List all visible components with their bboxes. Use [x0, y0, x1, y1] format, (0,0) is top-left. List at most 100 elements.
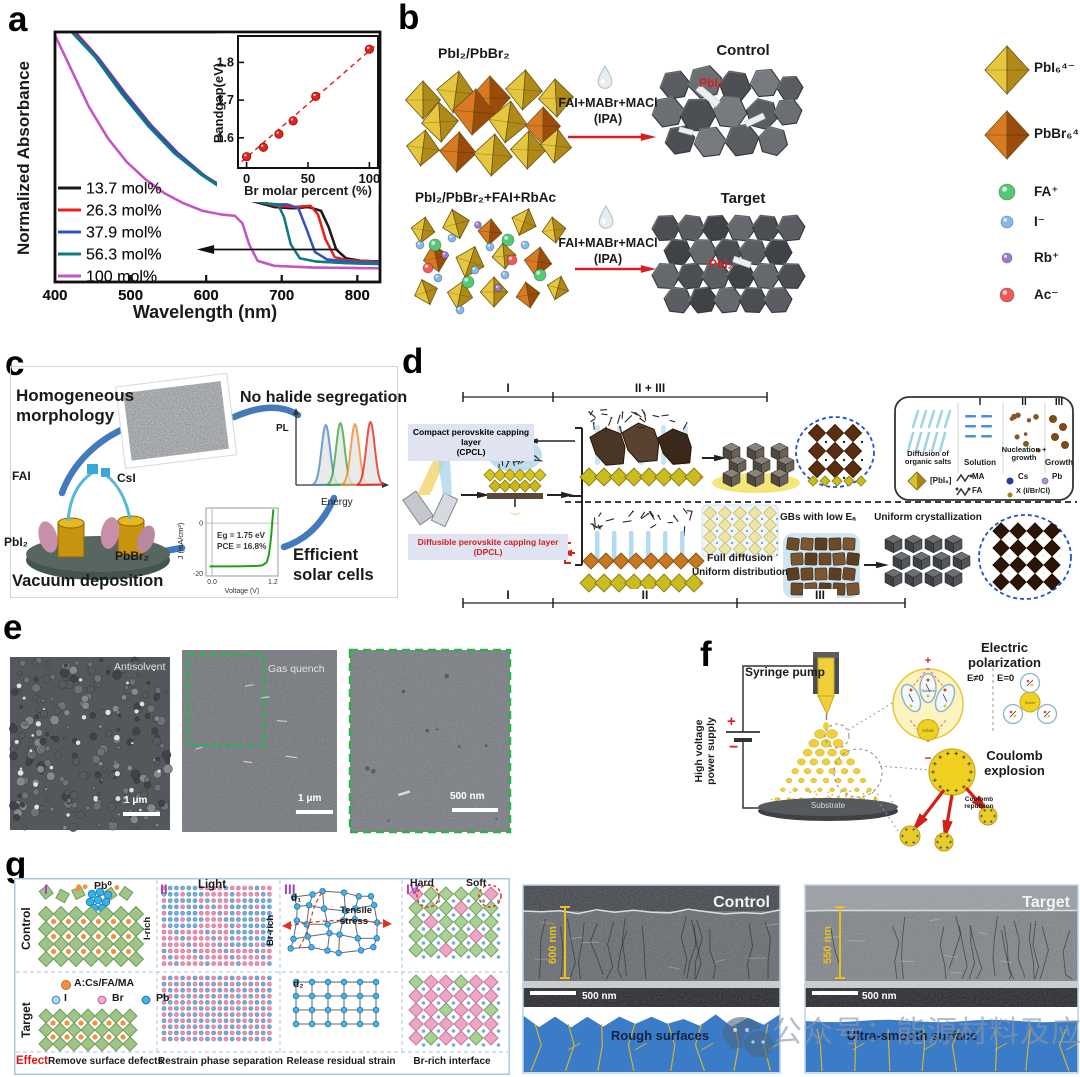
- capping-layer-scheme: [402, 392, 1077, 608]
- pbi2-label: PbI₂: [4, 535, 28, 549]
- sem-control-title: Control: [713, 894, 770, 911]
- effect-label: Effect: [16, 1055, 48, 1067]
- dpcl-box: Diffusible perovskite capping layer (DPC…: [408, 534, 568, 561]
- pb-legend: Pb: [156, 992, 170, 1004]
- pbbr2-label: PbBr₂: [115, 549, 150, 563]
- stage-span-top-2: II + III: [618, 381, 682, 396]
- scalebar-2-label: 1 μm: [298, 793, 322, 804]
- tensile-stress-label: Tensile stress: [340, 905, 373, 927]
- legend-solution-label: Solution: [964, 458, 996, 467]
- legend-pbi6: PbI₆⁴⁻: [1034, 60, 1075, 75]
- legend-ac: Ac⁻: [1034, 287, 1059, 302]
- tensile-line-2: stress: [340, 915, 368, 927]
- pbi2-flag-target: PbI₂: [709, 257, 733, 271]
- no-halide-label: No halide segregation: [240, 389, 408, 406]
- svg-text:56.3 mol%: 56.3 mol%: [86, 247, 162, 264]
- legend-stage-1: I: [978, 397, 982, 408]
- stage-i: I: [44, 881, 48, 897]
- panel-c-letter: c: [5, 344, 25, 383]
- svg-text:13.7 mol%: 13.7 mol%: [86, 181, 162, 198]
- mechanism-grid: [14, 878, 510, 1075]
- stage-span-top-1: I: [496, 381, 520, 396]
- cpcl-box: Compact perovskite capping layer (CPCL): [408, 424, 534, 461]
- svg-text:26.3 mol%: 26.3 mol%: [86, 203, 162, 220]
- coulomb-repulsion-label: Coulomb repulsion: [964, 796, 994, 811]
- e-zero-label: E=0: [997, 673, 1015, 684]
- legend-growth-label: Growth: [1045, 458, 1073, 467]
- control-title: Control: [716, 42, 770, 59]
- reaction-solvent-bottom: (IPA): [593, 252, 623, 266]
- svg-text:400: 400: [42, 287, 67, 304]
- control-frame: [522, 884, 781, 1074]
- panel-d-letter: d: [402, 342, 424, 381]
- syringe-pump-label: Syringe pump: [745, 665, 826, 679]
- dpcl-label-1: Diffusible perovskite capping layer: [417, 537, 559, 547]
- effect-3: Release residual strain: [286, 1056, 396, 1067]
- target-scalebar: 500 nm: [862, 991, 897, 1002]
- dpcl-label-2: (DPCL): [473, 547, 503, 558]
- svg-text:PCE = 16.8%: PCE = 16.8%: [217, 542, 267, 551]
- cross-section-art: [522, 885, 1079, 1072]
- svg-text:700: 700: [269, 287, 294, 304]
- legend-nucleation-label: Nucleation + growth: [1001, 445, 1047, 463]
- panel-b-letter: b: [398, 0, 420, 37]
- svg-text:37.9 mol%: 37.9 mol%: [86, 225, 162, 242]
- svg-text:500: 500: [118, 287, 143, 304]
- target-title: Target: [720, 190, 766, 207]
- csi-label: CsI: [117, 471, 136, 485]
- d1-label: d₁: [291, 893, 302, 904]
- electrospray-scheme: Solvent Solute Solute + −: [726, 652, 1058, 852]
- legend-stage-2: II: [1021, 397, 1027, 408]
- svg-text:600: 600: [194, 287, 219, 304]
- precursor-top-label: PbI₂/PbBr₂: [438, 45, 510, 61]
- precursor-bottom-label: PbI₂/PbBr₂+FAI+RbAc: [415, 190, 557, 205]
- row-label-target: Target: [19, 1002, 33, 1038]
- br-rich-label: Br-rich: [265, 914, 276, 946]
- homogeneous-label-2: morphology: [16, 406, 115, 425]
- plus-mark: +: [925, 655, 931, 667]
- stage-ii: II: [160, 881, 168, 897]
- i-rich-label: I-rich: [142, 916, 153, 940]
- svg-text:1.2: 1.2: [268, 579, 278, 586]
- light-label: Light: [197, 879, 227, 891]
- i-legend: I: [64, 992, 67, 1004]
- sem-target-title: Target: [1022, 894, 1070, 911]
- battery-minus: −: [729, 739, 739, 756]
- legend-rb: Rb⁺: [1034, 250, 1060, 265]
- pl-axis-label: PL: [276, 423, 289, 434]
- control-scalebar: 500 nm: [582, 991, 617, 1002]
- pbi2-flag-control: PbI₂: [699, 76, 723, 90]
- battery-plus: +: [727, 713, 736, 730]
- br-legend: Br: [112, 992, 124, 1004]
- svg-text:0.0: 0.0: [207, 579, 217, 586]
- gas-quench-label: Gas quench: [268, 663, 325, 675]
- hard-label: Hard: [410, 877, 434, 889]
- substrate-label: Substrate: [810, 801, 846, 810]
- legend-stage-3: III: [1054, 397, 1064, 408]
- panel-e-letter: e: [3, 608, 23, 647]
- synthesis-scheme: [404, 44, 1030, 315]
- tensile-line-1: Tensile: [340, 905, 373, 916]
- legend-i: I⁻: [1034, 214, 1045, 229]
- vacuum-deposition-scheme: [26, 372, 338, 580]
- a-site-legend: A:Cs/FA/MA: [74, 977, 135, 989]
- soft-label: Soft: [466, 877, 487, 889]
- panel-g-letter: g: [5, 845, 27, 884]
- target-caption: Ultra-smooth surface: [847, 1028, 978, 1043]
- electric-polarization-2: polarization: [968, 655, 1041, 670]
- reaction-solvent-top: (IPA): [593, 112, 623, 126]
- svg-text:-20: -20: [193, 571, 203, 578]
- stage-span-bottom-3: III: [803, 588, 837, 603]
- svg-text:500: 500: [118, 287, 143, 304]
- svg-text:100: 100: [359, 171, 381, 186]
- pl-spectra-chart: [293, 408, 389, 488]
- scalebar-3-label: 500 nm: [450, 791, 485, 802]
- stage-iv: IV: [406, 881, 420, 897]
- hv-line-1: High voltage: [693, 719, 705, 783]
- control-caption: Rough surfaces: [611, 1028, 709, 1043]
- svg-text:56.3 mol%: 56.3 mol%: [86, 247, 162, 264]
- panel-c-frame: [10, 366, 398, 598]
- gbs-label: GBs with low Eₐ: [779, 512, 856, 523]
- x-axis-label: Wavelength (nm): [132, 302, 278, 322]
